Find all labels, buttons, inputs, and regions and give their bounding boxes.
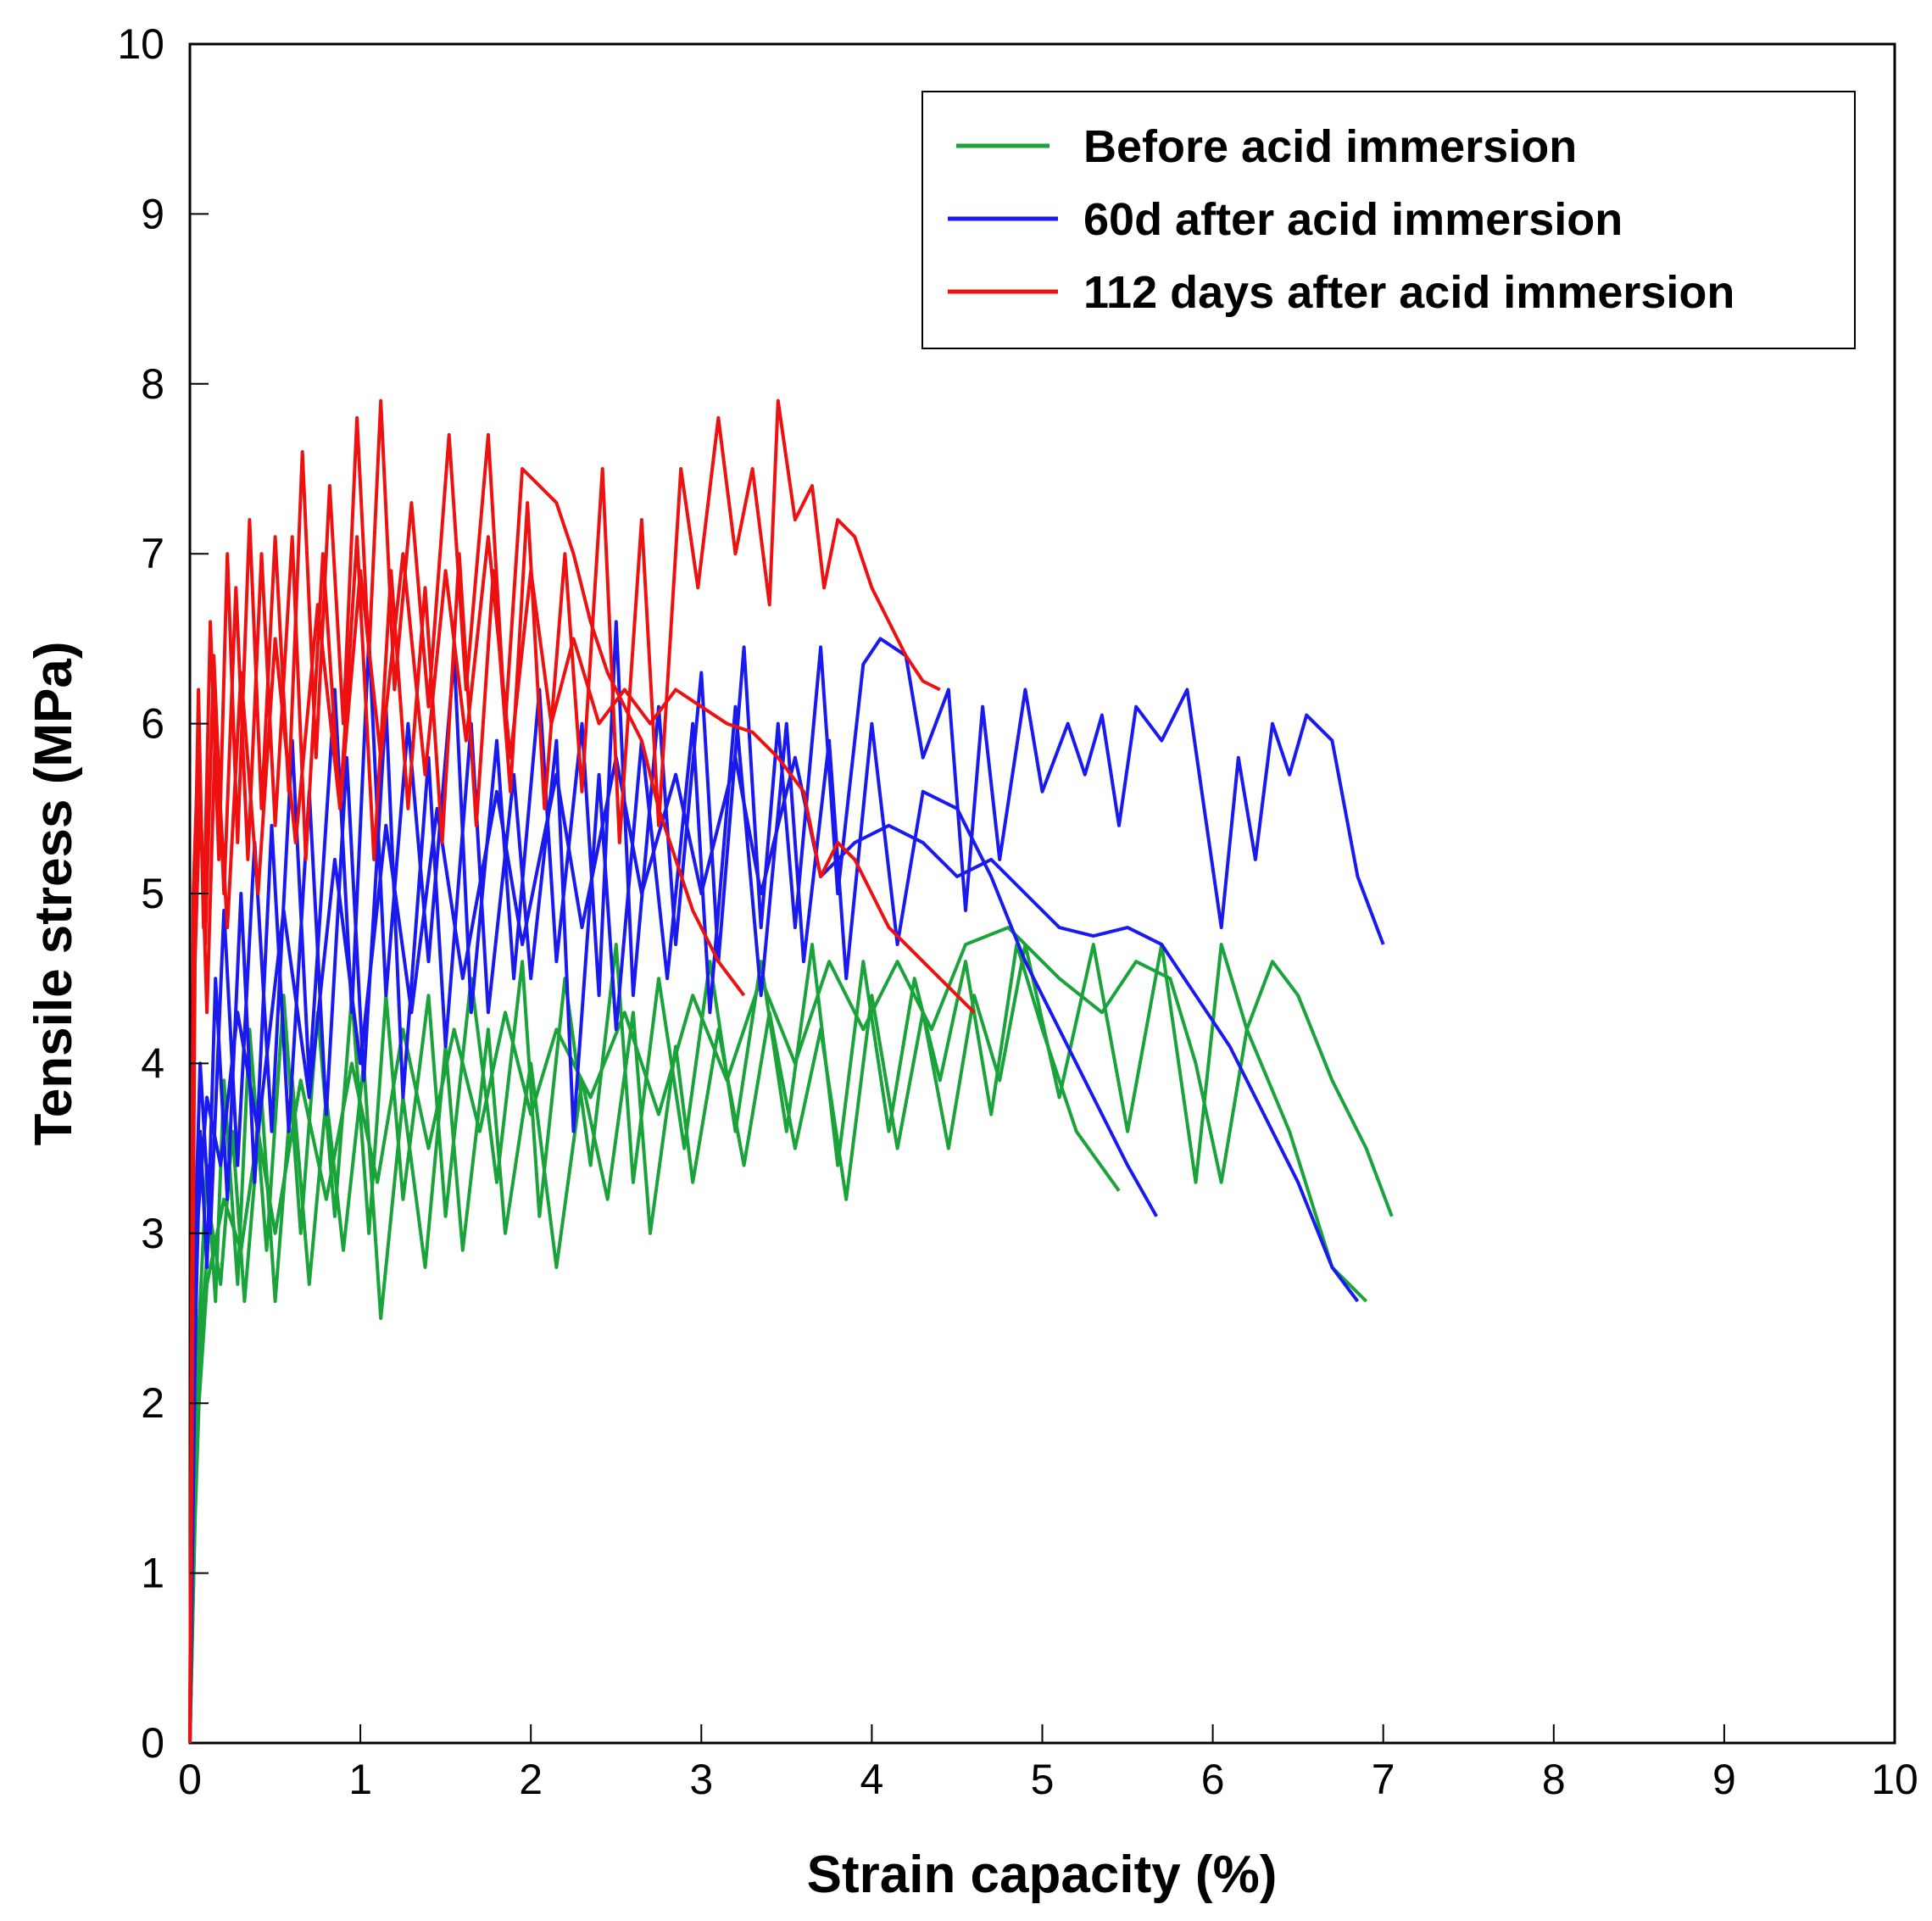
series-line-before-1: [188, 943, 1121, 1744]
x-axis-ticks: 0 1 2 3 4 5 6 7 8 9 10: [178, 1724, 1918, 1803]
y-tick-label: 1: [141, 1550, 164, 1597]
x-tick-label: 8: [1542, 1756, 1566, 1803]
series-line-112d-3: [188, 535, 976, 1744]
x-tick-label: 2: [519, 1756, 543, 1803]
series-layer: [188, 398, 1394, 1744]
y-tick-label: 7: [141, 530, 164, 577]
x-axis-title: Strain capacity (%): [807, 1846, 1278, 1904]
y-axis-title: Tensile stress (MPa): [25, 642, 83, 1146]
x-tick-label: 3: [689, 1756, 713, 1803]
x-tick-label: 0: [178, 1756, 202, 1803]
x-tick-label: 4: [860, 1756, 883, 1803]
series-line-60d-3: [188, 755, 1360, 1744]
legend: Before acid immersion 60d after acid imm…: [921, 91, 1856, 349]
y-tick-label: 3: [141, 1210, 164, 1257]
y-tick-label: 9: [141, 190, 164, 237]
x-tick-label: 1: [348, 1756, 372, 1803]
y-tick-label: 8: [141, 360, 164, 408]
legend-label-60d: 60d after acid immersion: [1083, 194, 1623, 245]
series-line-before-3: [188, 926, 1394, 1744]
series-line-112d-2: [188, 398, 941, 1744]
legend-label-112d: 112 days after acid immersion: [1083, 267, 1734, 318]
x-tick-label: 5: [1031, 1756, 1055, 1803]
x-tick-label: 10: [1871, 1756, 1918, 1803]
y-tick-label: 6: [141, 700, 164, 748]
y-axis-ticks: 0 1 2 3 4 5 6 7 8 9 10: [117, 20, 209, 1767]
x-tick-label: 9: [1712, 1756, 1736, 1803]
y-tick-label: 5: [141, 870, 164, 917]
legend-box: [921, 91, 1856, 349]
y-tick-label: 0: [141, 1719, 164, 1767]
y-tick-label: 10: [117, 20, 164, 68]
x-tick-label: 7: [1372, 1756, 1395, 1803]
legend-label-before: Before acid immersion: [1083, 121, 1577, 172]
y-tick-label: 2: [141, 1379, 164, 1427]
x-tick-label: 6: [1201, 1756, 1225, 1803]
y-tick-label: 4: [141, 1039, 164, 1087]
